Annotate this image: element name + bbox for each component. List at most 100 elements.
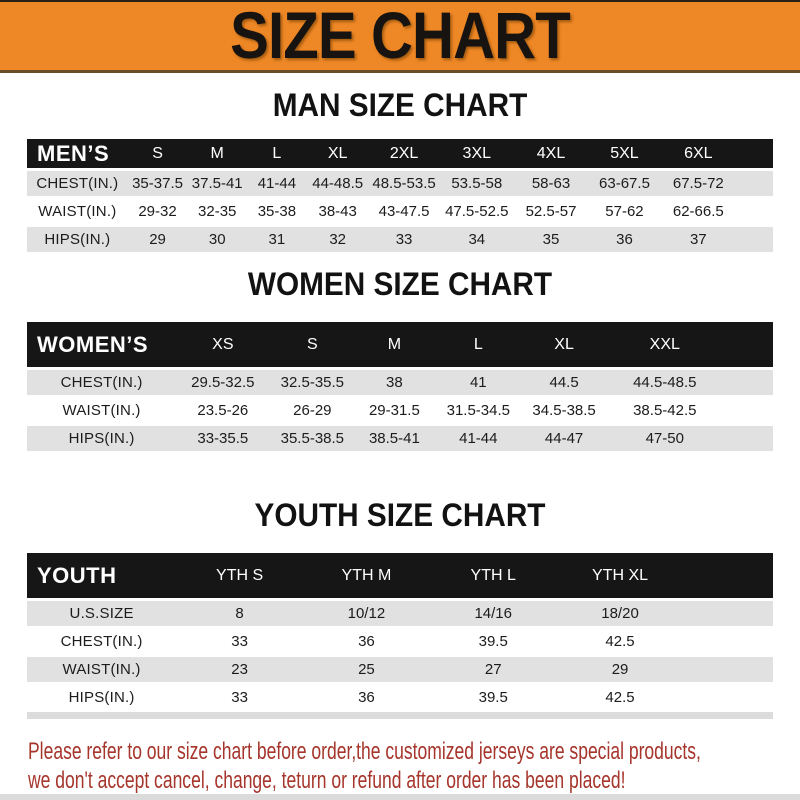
- size-column-header: 6XL: [661, 139, 736, 168]
- table-row: CHEST(IN.) 33 36 39.5 42.5: [27, 629, 773, 654]
- size-cell: 44-48.5: [306, 171, 369, 196]
- size-cell: 44-47: [523, 426, 606, 451]
- size-cell: 29-31.5: [355, 398, 434, 423]
- size-column-header: S: [269, 322, 356, 367]
- size-cell: 43-47.5: [368, 199, 440, 224]
- table-header-row: YOUTH YTH S YTH M YTH L YTH XL: [27, 553, 773, 598]
- row-label: CHEST(IN.): [27, 629, 177, 654]
- size-cell: 35-37.5: [127, 171, 188, 196]
- size-cell: 32-35: [187, 199, 248, 224]
- size-cell: 47.5-52.5: [439, 199, 515, 224]
- size-cell: 37.5-41: [187, 171, 248, 196]
- size-cell: 36: [303, 629, 430, 654]
- size-cell: 33: [176, 685, 303, 710]
- table-row: CHEST(IN.) 35-37.5 37.5-41 41-44 44-48.5 48.5…: [27, 171, 773, 196]
- table-row: WAIST(IN.) 23 25 27 29: [27, 657, 773, 682]
- table-wrap: YOUTH YTH S YTH M YTH L YTH XL U.S.SIZE 8 10/12…: [27, 550, 773, 719]
- table-header-row: MEN’S S M L XL 2XL 3XL 4XL 5XL 6XL: [27, 139, 773, 168]
- size-cell: 35.5-38.5: [269, 426, 356, 451]
- size-cell: 41-44: [247, 171, 307, 196]
- size-cell: 32.5-35.5: [269, 370, 356, 395]
- size-column-header: L: [433, 322, 524, 367]
- row-spacer-cell: [724, 370, 773, 395]
- row-label: CHEST(IN.): [27, 370, 177, 395]
- row-label: U.S.SIZE: [27, 601, 177, 626]
- row-spacer-cell: [735, 227, 773, 252]
- size-cell: 23.5-26: [176, 398, 270, 423]
- size-cell: 29.5-32.5: [176, 370, 270, 395]
- size-sections: MAN SIZE CHART MEN’S S M L XL 2XL 3XL 4XL 5XL 6XL C…: [0, 88, 800, 719]
- size-cell: 48.5-53.5: [368, 171, 440, 196]
- size-column-header: M: [355, 322, 434, 367]
- size-cell: 42.5: [556, 629, 684, 654]
- size-cell: 38.5-42.5: [605, 398, 725, 423]
- section-heading: MAN SIZE CHART: [272, 87, 528, 123]
- size-cell: 14/16: [429, 601, 557, 626]
- table-row: HIPS(IN.) 33-35.5 35.5-38.5 38.5-41 41-44 44-…: [27, 426, 773, 451]
- row-spacer-cell: [683, 657, 773, 682]
- size-column-header: YTH S: [176, 553, 303, 598]
- row-spacer-cell: [683, 601, 773, 626]
- footer-note: Please refer to our size chart before or…: [0, 737, 800, 795]
- row-label: HIPS(IN.): [27, 426, 177, 451]
- footer-line-2: we don't accept cancel, change, teturn o…: [28, 767, 626, 794]
- size-table: YOUTH YTH S YTH M YTH L YTH XL U.S.SIZE 8 10/12…: [27, 550, 773, 713]
- size-cell: 53.5-58: [439, 171, 515, 196]
- size-cell: 41: [433, 370, 524, 395]
- header-spacer-cell: [724, 322, 773, 367]
- table-row: HIPS(IN.) 29 30 31 32 33 34 35 36 37: [27, 227, 773, 252]
- size-cell: 41-44: [433, 426, 524, 451]
- size-cell: 34: [439, 227, 515, 252]
- size-column-header: XS: [176, 322, 270, 367]
- size-column-header: 4XL: [514, 139, 588, 168]
- size-cell: 38: [355, 370, 434, 395]
- size-cell: 27: [429, 657, 557, 682]
- size-cell: 26-29: [269, 398, 356, 423]
- footer-line-1: Please refer to our size chart before or…: [28, 738, 701, 765]
- size-cell: 37: [661, 227, 736, 252]
- size-cell: 23: [176, 657, 303, 682]
- size-cell: 29: [127, 227, 188, 252]
- size-cell: 44.5-48.5: [605, 370, 725, 395]
- size-column-header: S: [127, 139, 188, 168]
- size-column-header: 5XL: [587, 139, 662, 168]
- size-column-header: L: [247, 139, 307, 168]
- size-column-header: XL: [306, 139, 369, 168]
- row-spacer-cell: [683, 629, 773, 654]
- size-cell: 39.5: [429, 629, 557, 654]
- size-section: WOMEN SIZE CHART WOMEN’S XS S M L XL XXL CHEST(I…: [0, 267, 800, 454]
- size-cell: 31.5-34.5: [433, 398, 524, 423]
- row-spacer-cell: [724, 426, 773, 451]
- table-title-cell: WOMEN’S: [27, 322, 177, 367]
- size-cell: 47-50: [605, 426, 725, 451]
- table-title-cell: YOUTH: [27, 553, 177, 598]
- row-label: WAIST(IN.): [27, 657, 177, 682]
- size-section: YOUTH SIZE CHART YOUTH YTH S YTH M YTH L YTH …: [0, 498, 800, 719]
- size-cell: 42.5: [556, 685, 684, 710]
- size-column-header: 2XL: [368, 139, 440, 168]
- size-section: MAN SIZE CHART MEN’S S M L XL 2XL 3XL 4XL 5XL 6XL C…: [0, 88, 800, 255]
- section-heading: YOUTH SIZE CHART: [254, 497, 546, 533]
- size-column-header: YTH L: [429, 553, 557, 598]
- row-spacer-cell: [724, 398, 773, 423]
- size-cell: 44.5: [523, 370, 606, 395]
- table-row: WAIST(IN.) 29-32 32-35 35-38 38-43 43-47.5 47.…: [27, 199, 773, 224]
- header-spacer-cell: [735, 139, 773, 168]
- size-cell: 52.5-57: [514, 199, 588, 224]
- size-cell: 38-43: [306, 199, 369, 224]
- table-row: U.S.SIZE 8 10/12 14/16 18/20: [27, 601, 773, 626]
- table-wrap: MEN’S S M L XL 2XL 3XL 4XL 5XL 6XL CHEST(IN.) 35-37…: [27, 136, 773, 255]
- size-cell: 32: [306, 227, 369, 252]
- size-table: WOMEN’S XS S M L XL XXL CHEST(IN.) 29.5-32.5 32.5…: [27, 319, 773, 454]
- size-cell: 39.5: [429, 685, 557, 710]
- size-column-header: XXL: [605, 322, 725, 367]
- size-cell: 36: [587, 227, 662, 252]
- table-header-row: WOMEN’S XS S M L XL XXL: [27, 322, 773, 367]
- size-cell: 30: [187, 227, 248, 252]
- size-cell: 33: [368, 227, 440, 252]
- row-spacer-cell: [683, 685, 773, 710]
- size-cell: 25: [303, 657, 430, 682]
- table-bottom-strip: [27, 712, 773, 719]
- size-cell: 57-62: [587, 199, 662, 224]
